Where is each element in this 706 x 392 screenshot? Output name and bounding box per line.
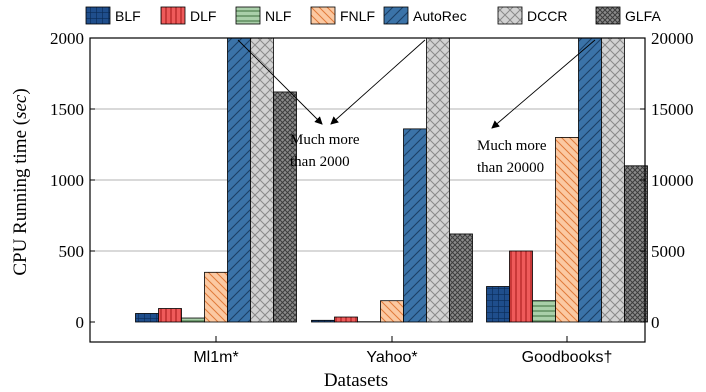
y2-tick-label: 5000 [651,242,685,261]
y2-tick-label: 10000 [651,171,694,190]
y2-tick-label: 15000 [651,100,694,119]
y-tick-label: 2000 [50,29,84,48]
bar-blf-yahoo [312,320,335,322]
legend-label-nlf: NLF [265,8,291,24]
y-tick-label: 0 [76,313,85,332]
x-axis: Ml1m* Yahoo* Goodbooks† [193,336,612,366]
bar-fnlf-ml1m [205,272,228,322]
y2-tick-label: 20000 [651,29,694,48]
legend-swatch-nlf [236,7,260,24]
legend-swatch-glfa [596,7,620,24]
legend-label-fnlf: FNLF [340,8,375,24]
y-tick-label: 1000 [50,171,84,190]
legend-label-dlf: DLF [190,8,216,24]
annotation-1: Much more than 2000 [290,132,360,170]
y-axis-title: CPU Running time (sec) [10,88,31,275]
legend-swatch-dccr [498,7,522,24]
x-tick-label-yahoo: Yahoo* [366,349,417,366]
x-tick-label-ml1m: Ml1m* [193,349,238,366]
legend: BLF DLF NLF FNLF AutoRec DCCR GLFA [86,7,661,24]
legend-swatch-fnlf [311,7,335,24]
y-axis-left: 0 500 1000 1500 2000 [50,29,95,332]
annotation-arrow [331,40,425,124]
bar-dccr-ml1m [251,38,274,322]
bar-blf-ml1m [136,313,159,322]
legend-label-dccr: DCCR [527,8,567,24]
bar-dccr-yahoo [427,38,450,322]
bar-autorec-goodbooks [579,38,602,322]
bar-glfa-goodbooks [625,166,648,322]
legend-swatch-dlf [161,7,185,24]
legend-swatch-autorec [384,7,408,24]
y-axis-right: 0 5000 10000 15000 20000 [640,29,694,332]
bar-fnlf-goodbooks [556,137,579,322]
legend-label-autorec: AutoRec [413,8,467,24]
bar-nlf-ml1m [182,318,205,322]
legend-label-blf: BLF [115,8,141,24]
bar-dlf-goodbooks [510,251,533,322]
bar-glfa-yahoo [450,234,473,322]
bar-autorec-ml1m [228,38,251,322]
x-tick-label-goodbooks: Goodbooks† [522,349,613,366]
y2-tick-label: 0 [651,313,660,332]
bar-dlf-ml1m [159,309,182,322]
y-tick-label: 500 [59,242,85,261]
legend-swatch-blf [86,7,110,24]
y-tick-label: 1500 [50,100,84,119]
bar-blf-goodbooks [487,287,510,323]
bar-dlf-yahoo [335,317,358,322]
bar-autorec-yahoo [404,129,427,322]
x-axis-title: Datasets [324,370,388,391]
annotation-2: Much more than 20000 [477,138,547,176]
bar-nlf-goodbooks [533,301,556,322]
bar-dccr-goodbooks [602,38,625,322]
legend-label-glfa: GLFA [625,8,661,24]
bar-glfa-ml1m [274,92,297,322]
bar-fnlf-yahoo [381,301,404,322]
